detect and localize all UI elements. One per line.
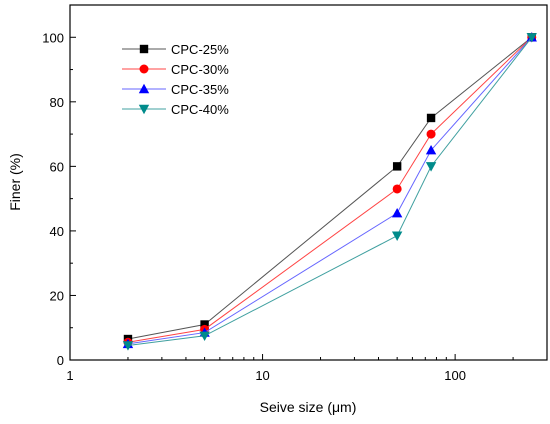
series-3 [122,32,537,349]
series-1 [123,33,536,344]
legend-label: CPC-30% [171,62,229,77]
data-point [526,33,537,43]
y-tick-label: 20 [50,288,64,303]
legend-label: CPC-35% [171,82,229,97]
x-tick-label: 1 [66,368,73,383]
legend-label: CPC-25% [171,42,229,57]
data-point [200,320,209,329]
legend-marker [139,64,149,74]
x-axis-title: Seive size (μm) [260,399,357,415]
data-point [425,162,437,172]
legend-item: CPC-25% [122,42,229,57]
y-tick-label: 0 [57,353,64,368]
series-4 [122,33,537,351]
y-axis-ticks: 0 20 40 60 80 100 [42,30,76,368]
x-tick-label: 100 [444,368,466,383]
legend-marker [138,104,150,115]
y-axis-title: Finer (%) [7,153,23,211]
legend: CPC-25% CPC-30% CPC-35% CPC-40% [122,42,229,117]
data-point [426,113,436,123]
data-point [391,231,403,241]
series-layer [122,32,537,351]
plot-area [69,4,548,361]
legend-item: CPC-30% [122,62,229,77]
data-point [199,331,210,341]
x-tick-label: 10 [255,368,269,383]
legend-marker [138,83,150,94]
y-tick-label: 60 [50,159,64,174]
y-tick-label: 100 [42,30,64,45]
series-2 [123,32,537,347]
data-point [425,145,437,155]
x-axis-ticks: 1 10 100 [66,354,548,383]
legend-item: CPC-35% [122,82,229,97]
data-point [426,129,436,139]
y-tick-label: 80 [50,95,64,110]
legend-label: CPC-40% [171,102,229,117]
data-point [392,162,402,171]
y-tick-label: 40 [50,224,64,239]
data-point [391,207,403,218]
data-point [392,184,402,194]
legend-item: CPC-40% [122,102,229,117]
legend-marker [139,44,149,54]
data-point [122,341,134,351]
